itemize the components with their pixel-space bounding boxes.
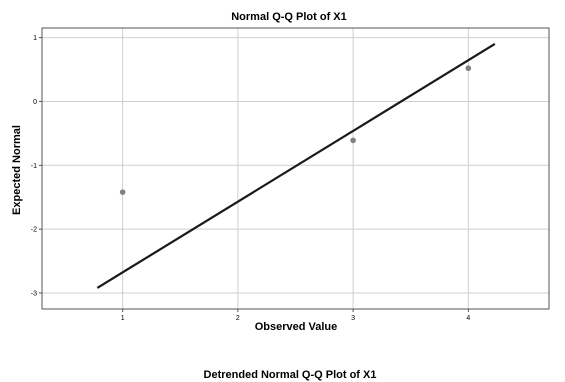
chart-title: Normal Q-Q Plot of X1 [231, 11, 347, 23]
data-point [350, 137, 356, 144]
y-tick-label: -3 [31, 291, 37, 298]
y-tick-label: 1 [33, 35, 37, 42]
x-tick-label: 4 [466, 315, 470, 322]
data-points [119, 65, 472, 195]
x-axis-title: Observed Value [255, 321, 338, 333]
gridlines [42, 28, 549, 309]
tick-labels: 1 2 3 4 1 0 -1 -2 -3 [31, 35, 471, 322]
plot-frame [41, 27, 550, 310]
x-tick-label: 2 [236, 315, 240, 322]
y-tick-label: -1 [31, 163, 37, 170]
x-tick-label: 3 [351, 315, 355, 322]
data-point [119, 189, 126, 195]
reference-line [96, 43, 496, 289]
x-tick-label: 1 [121, 315, 125, 322]
y-tick-label: -2 [31, 227, 37, 234]
second-chart-title: Detrended Normal Q-Q Plot of X1 [204, 369, 377, 381]
data-point [465, 65, 472, 72]
y-tick-label: 0 [33, 99, 37, 106]
y-axis-title: Expected Normal [11, 125, 23, 215]
